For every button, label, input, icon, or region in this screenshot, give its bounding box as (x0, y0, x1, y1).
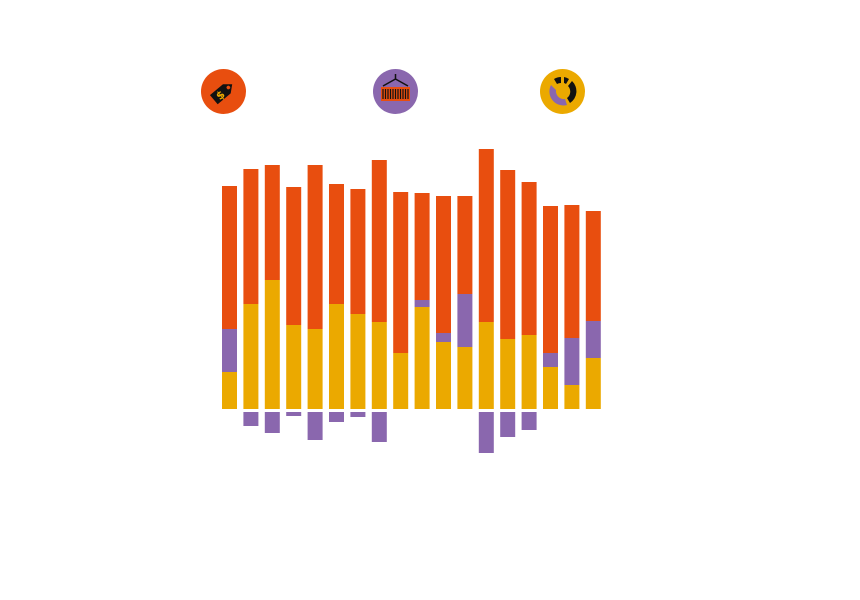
bar-segment-17-series-2 (564, 338, 580, 385)
bar-segment-10-series-3 (414, 193, 430, 300)
bar-segment-1-series-3 (222, 186, 237, 329)
bar-segment-17-series-1 (564, 385, 580, 409)
bar-segment-8-series-1 (371, 322, 387, 409)
bar-segment-18-series-2 (585, 321, 601, 358)
bar-segment-4-series-4 (286, 412, 302, 416)
bar-segment-14-series-4 (500, 412, 516, 437)
bar-segment-5-series-1 (307, 329, 323, 409)
bar-segment-12-series-3 (457, 196, 473, 294)
bar-segment-15-series-3 (521, 182, 537, 335)
bar-segment-2-series-4 (243, 412, 259, 426)
pie-chart-gauge-icon (540, 69, 585, 114)
bar-segment-11-series-1 (436, 342, 451, 409)
bar-segment-16-series-2 (543, 353, 558, 367)
bar-segment-3-series-1 (264, 280, 280, 409)
bar-segment-5-series-3 (307, 165, 323, 329)
bar-segment-13-series-4 (478, 412, 494, 453)
bar-segment-1-series-1 (222, 372, 237, 409)
bar-segment-8-series-4 (371, 412, 387, 442)
bar-segment-2-series-1 (243, 304, 259, 409)
bar-segment-17-series-3 (564, 205, 580, 338)
bar-segment-16-series-1 (543, 367, 558, 409)
bar-segment-2-series-3 (243, 169, 259, 304)
bar-segment-5-series-4 (307, 412, 323, 440)
bar-segment-9-series-3 (393, 192, 409, 353)
bar-segment-15-series-4 (521, 412, 537, 430)
bar-segment-13-series-1 (478, 322, 494, 409)
bar-segment-16-series-3 (543, 206, 558, 353)
bar-segment-9-series-1 (393, 353, 409, 409)
bar-segment-18-series-3 (585, 211, 601, 321)
shipping-container-crane-icon (373, 69, 418, 114)
bar-segment-14-series-1 (500, 339, 516, 409)
bar-segment-12-series-1 (457, 347, 473, 409)
price-tag-dollar-icon: $ (201, 69, 246, 114)
bar-segment-3-series-4 (264, 412, 280, 433)
bar-segment-4-series-3 (286, 187, 302, 325)
bar-segment-6-series-4 (329, 412, 344, 422)
bar-segment-7-series-3 (350, 189, 366, 314)
bar-segment-14-series-3 (500, 170, 516, 339)
bar-segment-7-series-4 (350, 412, 366, 417)
bar-segment-10-series-2 (414, 300, 430, 307)
bar-segment-4-series-1 (286, 325, 302, 409)
bar-segment-10-series-1 (414, 307, 430, 409)
bar-segment-6-series-1 (329, 304, 344, 409)
bar-segment-12-series-2 (457, 294, 473, 347)
bar-segment-18-series-1 (585, 358, 601, 409)
bar-segment-15-series-1 (521, 335, 537, 409)
bar-segment-6-series-3 (329, 184, 344, 304)
bar-segment-8-series-3 (371, 160, 387, 322)
bar-segment-1-series-2 (222, 329, 237, 372)
bar-segment-3-series-3 (264, 165, 280, 280)
bar-segment-11-series-3 (436, 196, 451, 333)
bar-segment-7-series-1 (350, 314, 366, 409)
bar-segment-11-series-2 (436, 333, 451, 342)
bar-segment-13-series-3 (478, 149, 494, 322)
